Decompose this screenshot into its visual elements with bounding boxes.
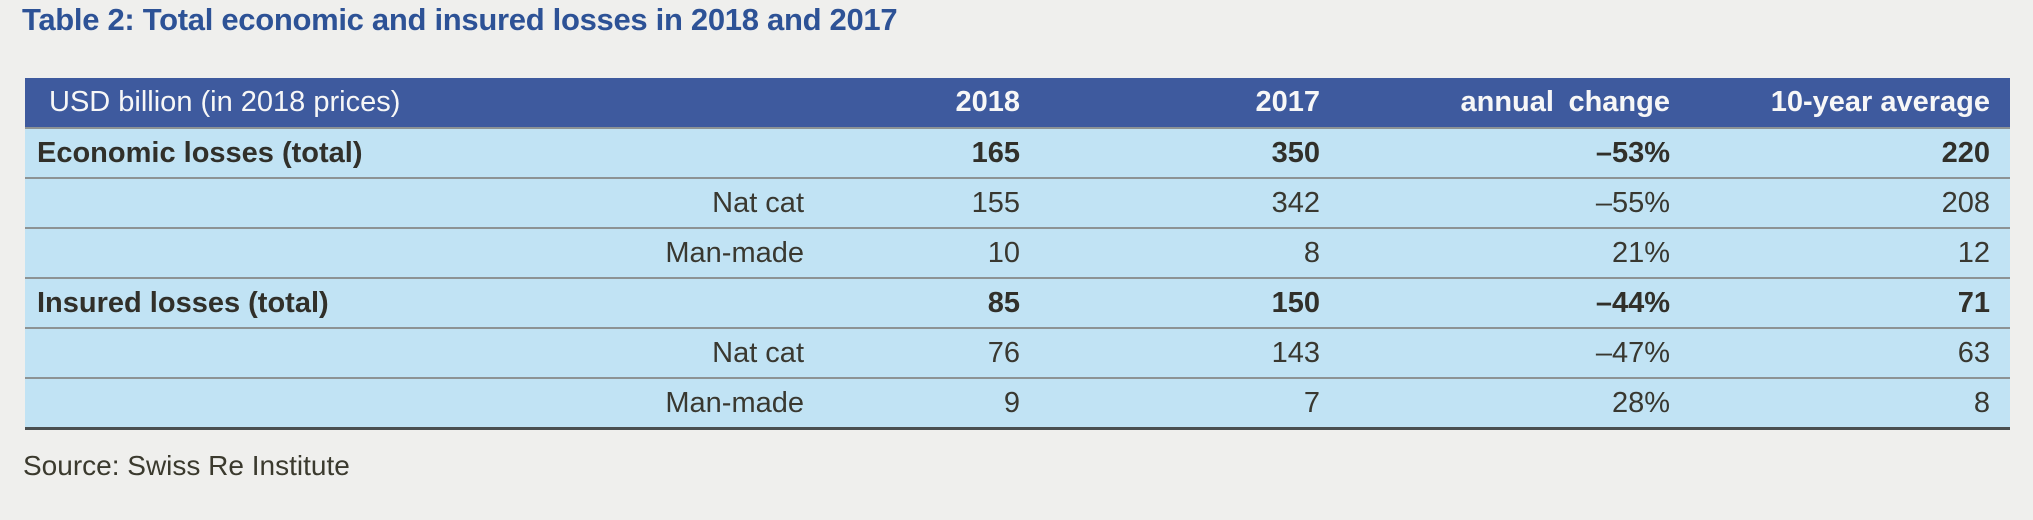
value-cell: 7 xyxy=(1040,378,1340,430)
table-row-economic-manmade: Man-made 10 8 21% 12 xyxy=(25,228,2010,279)
row-sublabel-cell: Nat cat xyxy=(496,328,824,379)
row-label-cell xyxy=(25,178,496,229)
column-header-annual-change: annual change xyxy=(1340,78,1690,129)
row-sublabel-cell: Man-made xyxy=(496,378,824,430)
value-cell: 143 xyxy=(1040,328,1340,379)
value-cell: 220 xyxy=(1690,128,2010,179)
row-label-cell: Insured losses (total) xyxy=(25,278,496,329)
source-note: Source: Swiss Re Institute xyxy=(23,450,350,481)
value-cell: 10 xyxy=(824,228,1040,279)
value-cell: 165 xyxy=(824,128,1040,179)
row-label-cell xyxy=(25,378,496,430)
table-row-insured-natcat: Nat cat 76 143 –47% 63 xyxy=(25,328,2010,379)
value-cell: 76 xyxy=(824,328,1040,379)
value-cell: 350 xyxy=(1040,128,1340,179)
row-sublabel-cell xyxy=(496,128,824,179)
value-cell: –53% xyxy=(1340,128,1690,179)
value-cell: 155 xyxy=(824,178,1040,229)
row-sublabel-cell: Nat cat xyxy=(496,178,824,229)
table-row-insured-total: Insured losses (total) 85 150 –44% 71 xyxy=(25,278,2010,329)
value-cell: 85 xyxy=(824,278,1040,329)
value-cell: 63 xyxy=(1690,328,2010,379)
table-row-economic-total: Economic losses (total) 165 350 –53% 220 xyxy=(25,128,2010,179)
value-cell: 342 xyxy=(1040,178,1340,229)
value-cell: 150 xyxy=(1040,278,1340,329)
table-header-row: USD billion (in 2018 prices) 2018 2017 a… xyxy=(25,78,2010,129)
value-cell: 71 xyxy=(1690,278,2010,329)
losses-table: USD billion (in 2018 prices) 2018 2017 a… xyxy=(25,78,2010,430)
column-header-2017: 2017 xyxy=(1040,78,1340,129)
value-cell: 21% xyxy=(1340,228,1690,279)
row-sublabel-cell: Man-made xyxy=(496,228,824,279)
value-cell: 28% xyxy=(1340,378,1690,430)
row-label-cell xyxy=(25,228,496,279)
row-label-cell xyxy=(25,328,496,379)
page-title: Table 2: Total economic and insured loss… xyxy=(22,2,898,37)
value-cell: 12 xyxy=(1690,228,2010,279)
row-sublabel-cell xyxy=(496,278,824,329)
table-row-economic-natcat: Nat cat 155 342 –55% 208 xyxy=(25,178,2010,229)
value-cell: 208 xyxy=(1690,178,2010,229)
column-header-10-year-average: 10-year average xyxy=(1690,78,2010,129)
value-cell: –47% xyxy=(1340,328,1690,379)
row-label-cell: Economic losses (total) xyxy=(25,128,496,179)
column-header-usd-billion: USD billion (in 2018 prices) xyxy=(25,78,824,129)
value-cell: 9 xyxy=(824,378,1040,430)
value-cell: –44% xyxy=(1340,278,1690,329)
value-cell: –55% xyxy=(1340,178,1690,229)
value-cell: 8 xyxy=(1690,378,2010,430)
column-header-2018: 2018 xyxy=(824,78,1040,129)
table-row-insured-manmade: Man-made 9 7 28% 8 xyxy=(25,378,2010,430)
value-cell: 8 xyxy=(1040,228,1340,279)
